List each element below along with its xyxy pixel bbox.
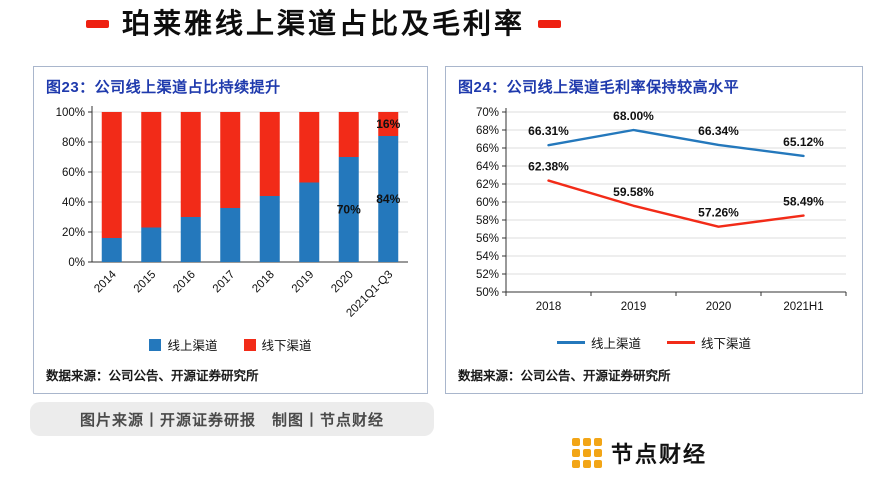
bar-segment: [299, 182, 320, 262]
legend-label: 线下渠道: [701, 337, 752, 351]
data-label: 16%: [376, 117, 400, 131]
logo-dot: [594, 438, 602, 446]
stacked-bar-chart: 0% 20% 40% 60% 80% 100% 2014 2015 2016 2017 2018 20…: [56, 106, 408, 320]
logo-dot: [583, 460, 591, 468]
legend-label: 线下渠道: [261, 339, 312, 353]
y-tick-label: 52%: [476, 269, 499, 281]
x-tick-label: 2014: [92, 268, 119, 295]
brand-name: 节点财经: [611, 442, 708, 467]
bar-segment: [259, 112, 280, 196]
figure-24-legend: 线上渠道 线下渠道: [458, 333, 850, 352]
figure-24-title: 图24：公司线上渠道毛利率保持较高水平: [458, 79, 740, 96]
data-label: 65.12%: [783, 135, 824, 149]
data-label: 59.58%: [613, 185, 654, 199]
image-credit-bar: 图片来源丨开源证券研报 制图丨节点财经: [30, 402, 434, 436]
y-tick-label: 64%: [476, 161, 499, 173]
logo-dot: [594, 460, 602, 468]
y-tick-label: 58%: [476, 215, 499, 227]
legend-item: 线下渠道: [243, 335, 312, 354]
data-label: 57.26%: [698, 206, 739, 220]
y-tick-label: 60%: [476, 197, 499, 209]
y-tick-label: 20%: [62, 227, 85, 239]
line-series: [547, 179, 805, 228]
y-tick-label: 100%: [56, 107, 85, 119]
x-tick-label: 2016: [171, 269, 198, 296]
legend-label: 线上渠道: [590, 337, 641, 351]
legend-item: 线下渠道: [667, 333, 751, 352]
legend-item: 线上渠道: [556, 333, 641, 352]
data-label: 62.38%: [528, 160, 569, 174]
figure-24-panel: 图24：公司线上渠道毛利率保持较高水平 50% 52% 54% 56% 58% 60% 62…: [445, 66, 863, 394]
data-label: 70%: [337, 203, 361, 217]
x-tick-label: 2018: [536, 301, 562, 313]
bar-segment: [141, 227, 162, 262]
y-tick-label: 62%: [476, 179, 499, 191]
x-tick-label: 2020: [329, 269, 356, 296]
bar-segment: [220, 208, 241, 262]
data-label: 66.34%: [698, 124, 739, 138]
header: 珀莱雅线上渠道占比及毛利率: [86, 8, 562, 40]
y-tick-label: 68%: [476, 125, 499, 137]
figure-23-title: 图23：公司线上渠道占比持续提升: [46, 79, 281, 96]
bar-segment: [101, 112, 122, 238]
charts-row: 图23：公司线上渠道占比持续提升 0% 20% 40% 60% 80% 100% 2014 2…: [33, 66, 863, 394]
title-accent-right-icon: [538, 20, 562, 29]
x-tick-label: 2021H1: [783, 301, 823, 313]
data-label: 66.31%: [528, 124, 569, 138]
y-tick-label: 56%: [476, 233, 499, 245]
bar-segment: [299, 112, 320, 183]
y-tick-label: 60%: [62, 167, 85, 179]
y-tick-label: 70%: [476, 107, 499, 119]
legend-label: 线上渠道: [167, 339, 218, 353]
legend-square-swatch: [243, 338, 256, 351]
y-tick-label: 54%: [476, 251, 499, 263]
bar-segment: [180, 217, 201, 262]
logo-dot: [583, 449, 591, 457]
bar-segment: [101, 238, 122, 262]
figure-23-source: 数据来源：公司公告、开源证券研究所: [46, 369, 259, 383]
legend-line-swatch: [667, 341, 695, 344]
y-tick-label: 50%: [476, 287, 499, 299]
y-tick-label: 66%: [476, 143, 499, 155]
x-tick-label: 2020: [706, 301, 732, 313]
data-label: 58.49%: [783, 195, 824, 209]
y-tick-label: 0%: [68, 257, 85, 269]
x-tick-label: 2015: [132, 269, 159, 296]
bar-segment: [378, 112, 399, 136]
bar-segment: [180, 112, 201, 217]
title-accent-left-icon: [86, 20, 109, 29]
y-tick-label: 80%: [62, 137, 85, 149]
legend-item: 线上渠道: [149, 335, 218, 354]
bar-segment: [338, 112, 359, 157]
bar-segment: [378, 136, 399, 262]
figure-24-source: 数据来源：公司公告、开源证券研究所: [458, 369, 671, 383]
logo-dot: [572, 460, 580, 468]
bar-segment: [141, 112, 162, 228]
x-tick-label: 2017: [211, 269, 238, 296]
page-title: 珀莱雅线上渠道占比及毛利率: [122, 8, 526, 39]
line-series: [547, 128, 805, 158]
legend-line-swatch: [556, 341, 585, 344]
y-tick-label: 40%: [62, 197, 85, 209]
figure-23-legend: 线上渠道 线下渠道: [46, 335, 415, 354]
x-tick-label: 2018: [250, 269, 277, 296]
image-credit-text: 图片来源丨开源证券研报 制图丨节点财经: [79, 411, 384, 429]
brand-logo: 节点财经: [572, 437, 707, 469]
x-tick-label: 2019: [290, 269, 317, 296]
bar-segment: [338, 157, 359, 262]
bar-segment: [220, 112, 241, 208]
legend-square-swatch: [149, 338, 162, 351]
logo-dot: [572, 449, 580, 457]
data-label: 84%: [376, 192, 400, 206]
logo-dot: [594, 449, 602, 457]
bar-segment: [259, 196, 280, 262]
x-tick-label: 2019: [621, 301, 647, 313]
logo-dot: [572, 438, 580, 446]
data-label: 68.00%: [613, 109, 654, 123]
line-chart: 50% 52% 54% 56% 58% 60% 62% 64% 66% 68% 70% 2018 201…: [476, 107, 847, 313]
logo-dot: [583, 438, 591, 446]
figure-23-panel: 图23：公司线上渠道占比持续提升 0% 20% 40% 60% 80% 100% 2014 2…: [33, 66, 428, 394]
jiedian-caijing-dots-logo-icon: [572, 438, 602, 468]
